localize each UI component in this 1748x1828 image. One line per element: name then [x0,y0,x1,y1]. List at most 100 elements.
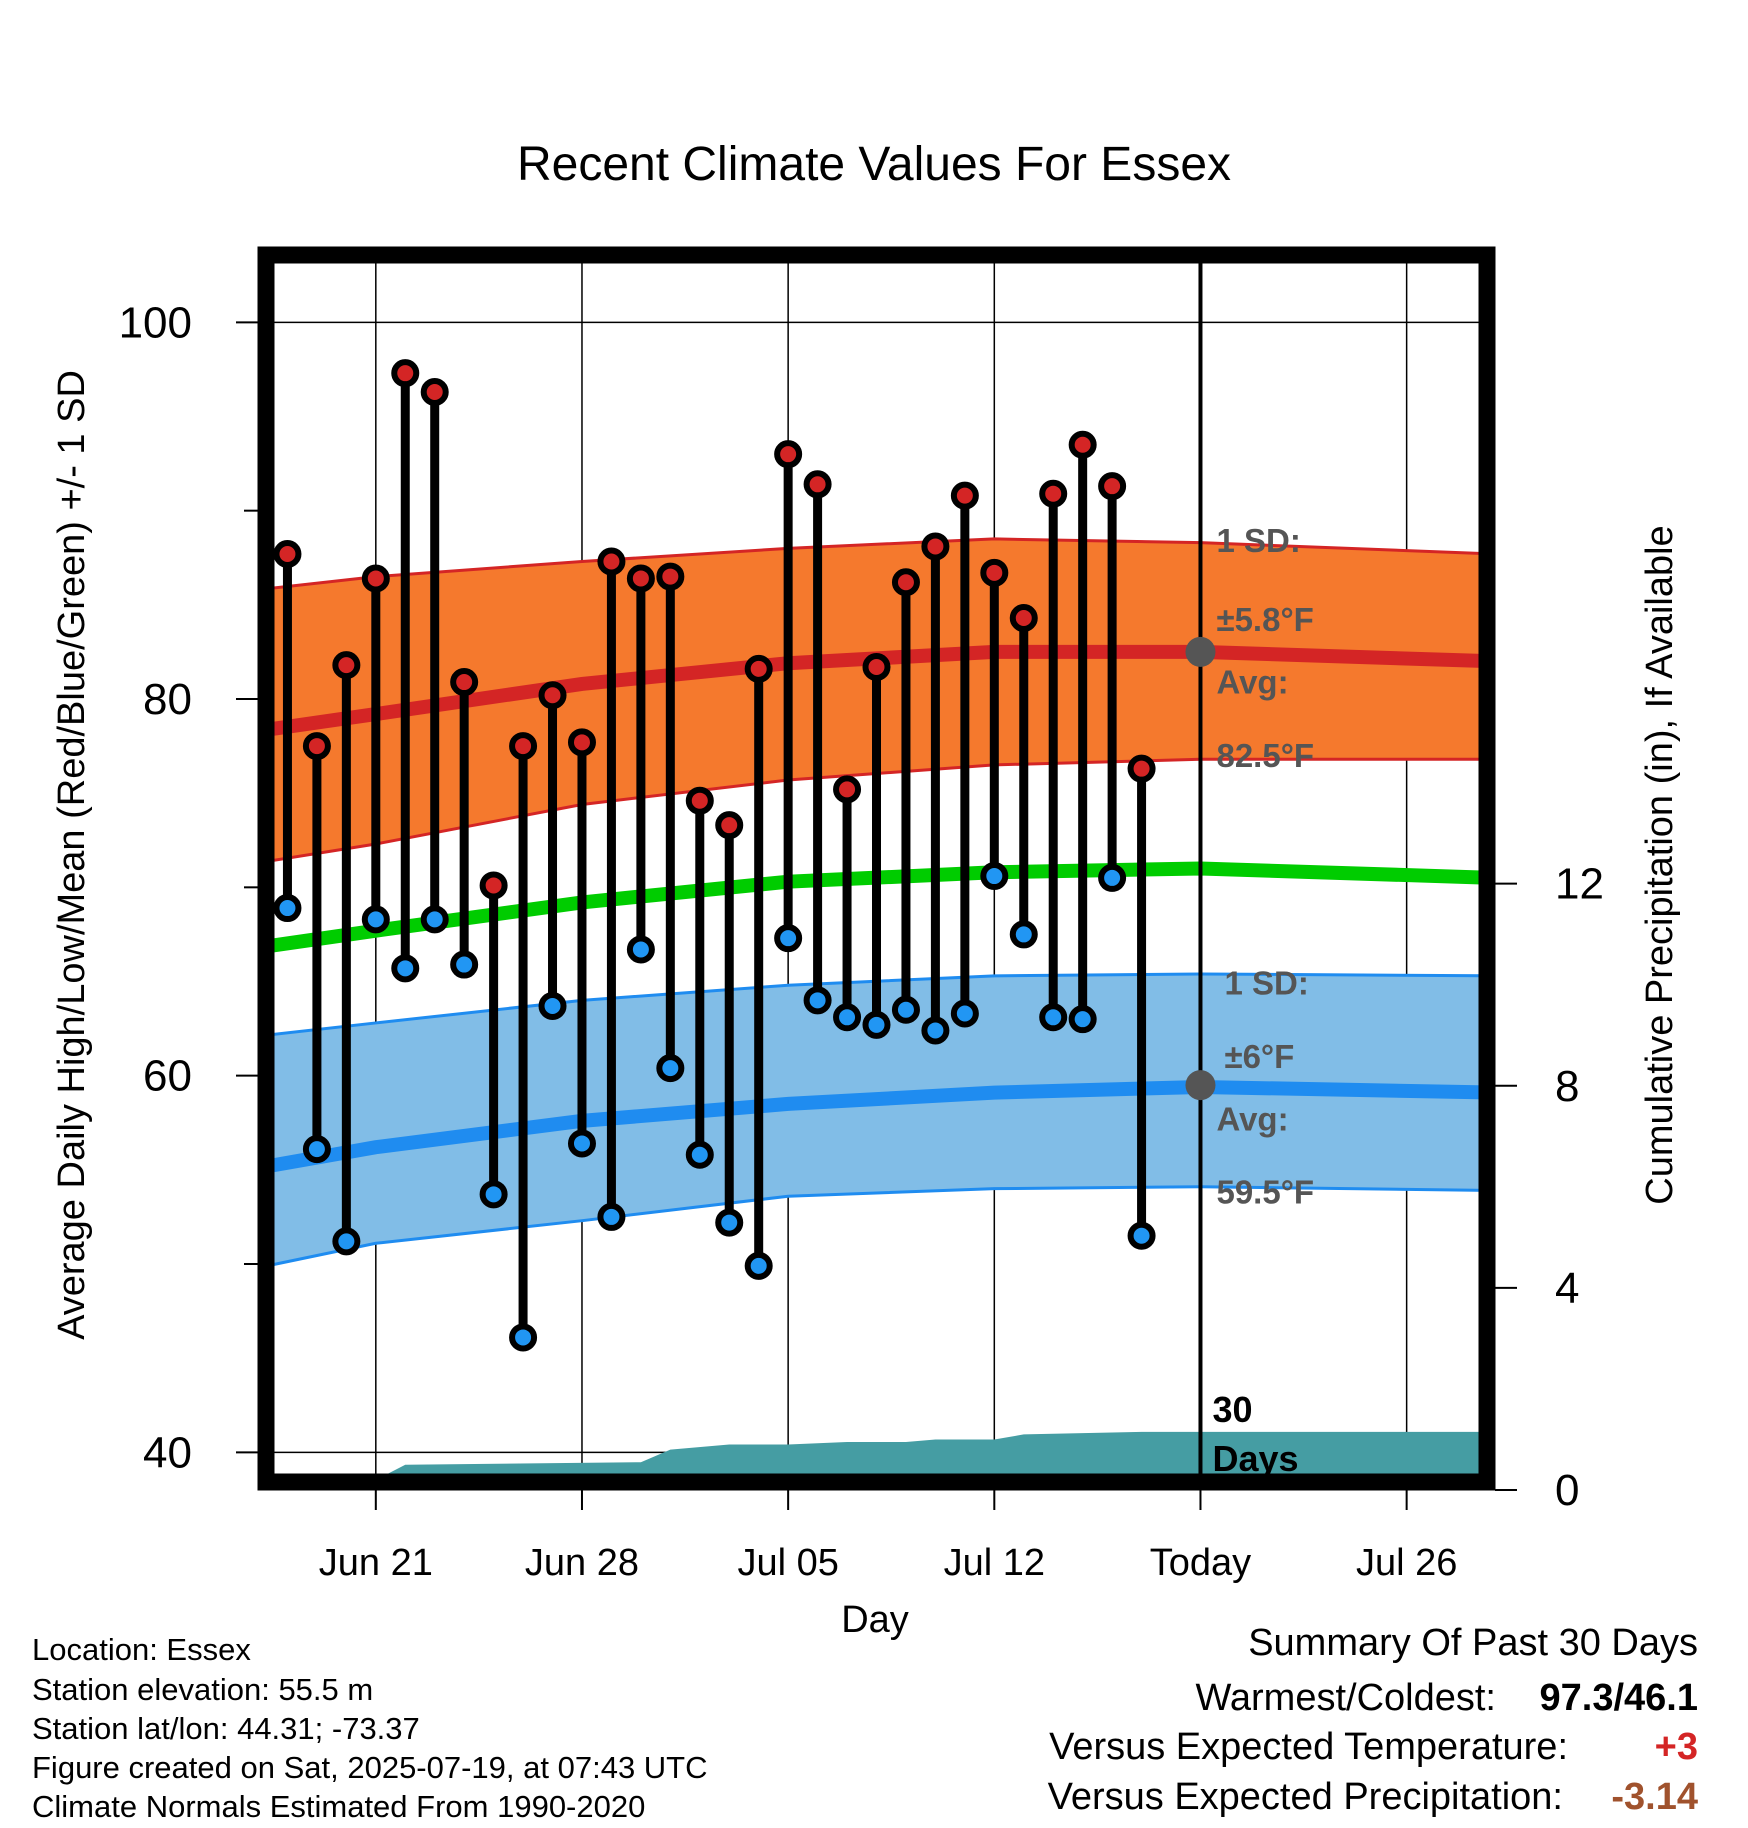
today-days-label: Days [1212,1438,1298,1479]
summary-warmest-value: 97.3/46.1 [1539,1677,1698,1719]
daily-low-point [626,935,655,964]
high-avg-today-point [1185,636,1216,667]
daily-low-point [302,1135,331,1164]
daily-low-point [980,862,1009,891]
summary-temp-label: Versus Expected Temperature: [1049,1726,1568,1768]
low-avg-today-point [1185,1070,1216,1101]
x-tick-label: Today [1150,1542,1251,1584]
daily-low-point [1009,920,1038,949]
daily-high-point [332,651,361,680]
daily-low-point [361,905,390,934]
today-days-count: 30 [1212,1389,1252,1430]
daily-high-point [509,732,538,761]
daily-low-point [450,950,479,979]
daily-high-point [420,378,449,407]
info-normals: Climate Normals Estimated From 1990-2020 [32,1789,646,1824]
x-tick-label: Jun 28 [525,1542,639,1584]
daily-low-point [862,1010,891,1039]
daily-low-point [479,1180,508,1209]
plot-area [268,0,1485,1480]
summary-temp-value: +3 [1654,1726,1698,1768]
x-tick-label: Jul 12 [944,1542,1045,1584]
daily-low-point [567,1129,596,1158]
low-avg-label: Avg: [1216,1100,1288,1137]
daily-high-point [803,470,832,499]
daily-low-point [420,905,449,934]
daily-high-point [1160,0,1182,11]
daily-high-point [833,775,862,804]
daily-low-point [538,991,567,1020]
y-tick-label: 100 [119,298,192,347]
y2-tick-label: 0 [1555,1466,1579,1515]
daily-low-point [685,1140,714,1169]
daily-low-point [1068,1005,1097,1034]
daily-low-point [1127,1221,1156,1250]
daily-low-point [656,1054,685,1083]
daily-low-point [1098,863,1127,892]
daily-high-point [891,568,920,597]
low-sd-band [268,973,1485,1266]
y2-axis-label: Cumulative Precipitation (in), If Availa… [1639,525,1681,1204]
y-tick-label: 80 [143,675,192,724]
daily-high-point [1098,472,1127,501]
info-location: Location: Essex [32,1632,251,1667]
y-axis-label: Average Daily High/Low/Mean (Red/Blue/Gr… [51,370,93,1340]
high-avg-label: Avg: [1216,663,1288,700]
daily-high-point [921,532,950,561]
daily-high-point [685,786,714,815]
daily-high-point [391,359,420,388]
x-tick-label: Jul 26 [1356,1542,1457,1584]
daily-low-point [744,1251,773,1280]
y-tick-label: 60 [143,1052,192,1101]
daily-high-point [1068,430,1097,459]
daily-high-point [361,564,390,593]
summary-precip-label: Versus Expected Precipitation: [1047,1776,1563,1818]
high-avg-value: 82.5°F [1216,737,1314,774]
daily-low-point [273,894,302,923]
daily-low-point [332,1227,361,1256]
daily-high-point [479,871,508,900]
x-tick-label: Jul 05 [737,1542,838,1584]
daily-low-point [891,995,920,1024]
daily-high-point [656,562,685,591]
summary-precip-value: -3.14 [1611,1776,1698,1818]
summary-warmest-label: Warmest/Coldest: [1195,1677,1496,1719]
low-avg-value: 59.5°F [1216,1174,1314,1211]
daily-low-point [774,924,803,953]
x-tick-label: Jun 21 [319,1542,433,1584]
daily-low-point [950,999,979,1028]
chart-title: Recent Climate Values For Essex [517,138,1231,191]
y2-tick-label: 12 [1555,860,1604,909]
daily-low-point [597,1202,626,1231]
daily-high-point [862,652,891,681]
y-tick-label: 40 [143,1428,192,1477]
low-sd-label: 1 SD: [1224,965,1308,1002]
daily-high-point [273,539,302,568]
y2-tick-label: 4 [1555,1264,1579,1313]
daily-high-point [1039,479,1068,508]
daily-high-point [1127,754,1156,783]
daily-high-point [626,564,655,593]
daily-high-point [302,732,331,761]
low-sd-value: ±6°F [1224,1038,1294,1075]
high-sd-label: 1 SD: [1216,522,1300,559]
daily-high-point [950,481,979,510]
info-created: Figure created on Sat, 2025-07-19, at 07… [32,1750,708,1785]
daily-high-point [567,728,596,757]
daily-high-point [715,811,744,840]
daily-low-point [509,1323,538,1352]
daily-low-point [1039,1003,1068,1032]
x-axis-label: Day [841,1599,909,1641]
plot-frame [257,246,1496,1491]
daily-high-point [597,547,626,576]
daily-high-point [1009,604,1038,633]
precip-area [268,1431,1485,1480]
daily-low-point [715,1208,744,1237]
daily-low-point [803,986,832,1015]
info-elevation: Station elevation: 55.5 m [32,1672,374,1707]
high-sd-value: ±5.8°F [1216,601,1313,638]
daily-high-point [744,654,773,683]
daily-low-point [391,954,420,983]
daily-high-point [450,668,479,697]
